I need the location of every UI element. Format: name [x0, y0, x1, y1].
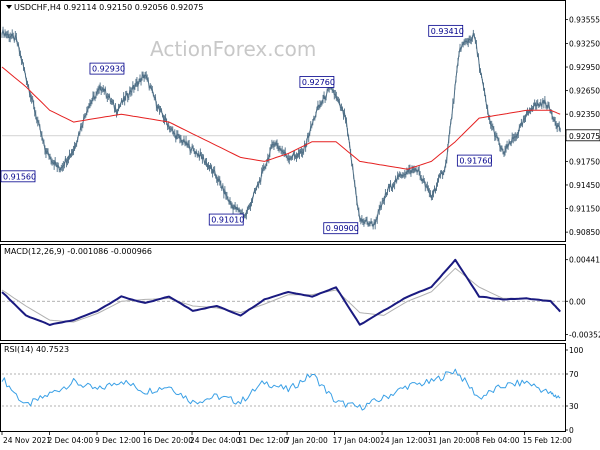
rsi-plot [1, 368, 565, 411]
macd-title: MACD(12,26,9) -0.001086 -0.000966 [4, 247, 152, 256]
main-ytick-label: 0.93250 [569, 39, 600, 48]
price-plot [1, 26, 561, 230]
price-annotation-box [428, 24, 464, 37]
x-tick-label: 8 Feb 04:00 [475, 436, 520, 445]
main-ytick-label: 0.90850 [569, 228, 600, 237]
main-title: USDCHF,H4 0.92114 0.92150 0.92056 0.9207… [14, 3, 203, 12]
price-annotation-label: 0.91010 [211, 216, 244, 225]
x-tick-label: 15 Feb 12:00 [523, 436, 572, 445]
price-annotation-box [299, 76, 335, 88]
x-tick-label: 24 Nov 2021 [3, 436, 51, 445]
x-tick-label: 31 Jan 20:00 [428, 436, 476, 445]
annotations-layer: 0.91560 0.92930 0.91010 0.92760 0.90900 0.934… [0, 24, 492, 235]
x-tick-label: 31 Dec 12:00 [238, 436, 289, 445]
macd-signal-line [1, 267, 561, 323]
price-annotation-label: 0.92760 [302, 78, 335, 87]
rsi-ytick-label: 100 [569, 346, 584, 355]
main-ytick-label: 0.91150 [569, 205, 600, 214]
current-price-label: 0.92075 [569, 132, 600, 141]
macd-ytick-label: 0.004412 [569, 256, 600, 265]
main-ytick-label: 0.92350 [569, 110, 600, 119]
main-ytick-label: 0.91750 [569, 157, 600, 166]
main-ytick-label: 0.92650 [569, 87, 600, 96]
x-tick-label: 9 Dec 12:00 [95, 436, 141, 445]
rsi-title: RSI(14) 40.7523 [4, 345, 69, 354]
macd-ytick-label: 0.00 [569, 297, 586, 306]
x-tick-label: 17 Jan 04:00 [333, 436, 381, 445]
main-ytick-label: 0.93555 [569, 15, 600, 24]
triangle-down-icon[interactable] [6, 5, 12, 9]
macd-line [1, 258, 561, 326]
rsi-ytick-label: 0 [569, 426, 574, 435]
price-annotation-box [456, 154, 492, 167]
macd-panel-frame [0, 244, 566, 341]
price-annotation-label: 0.92930 [92, 65, 125, 74]
x-tick-label: 7 Jan 20:00 [285, 436, 328, 445]
price-annotation-box [208, 213, 244, 226]
x-tick-label: 24 Dec 04:00 [190, 436, 241, 445]
price-annotation-label: 0.90900 [326, 224, 359, 233]
rsi-line [1, 368, 561, 411]
ma-line [1, 66, 561, 170]
y-axis-labels: 0.93555 0.93250 0.92950 0.92650 0.92350 0.917… [565, 15, 600, 435]
rsi-ytick-label: 30 [569, 402, 579, 411]
price-annotation-label: 0.91560 [3, 172, 36, 181]
price-annotation-box [89, 62, 125, 75]
rsi-panel-frame [0, 343, 566, 432]
main-ytick-label: 0.92950 [569, 63, 600, 72]
current-price-marker: 0.92075 [565, 129, 600, 142]
x-tick-label: 16 Dec 20:00 [143, 436, 194, 445]
price-annotation-box [323, 222, 359, 235]
macd-ytick-label: -0.003528 [569, 331, 600, 340]
main-panel-frame [0, 0, 566, 242]
watermark: ActionForex.com [150, 37, 316, 61]
main-ytick-label: 0.91450 [569, 181, 600, 190]
x-tick-label: 2 Dec 04:00 [48, 436, 94, 445]
price-annotation-label: 0.91760 [459, 157, 492, 166]
rsi-ytick-label: 70 [569, 370, 579, 379]
price-annotation-label: 0.93410 [431, 27, 464, 36]
x-tick-label: 24 Jan 12:00 [380, 436, 428, 445]
price-annotation-box [0, 170, 36, 183]
moving-average-plot [1, 66, 561, 170]
macd-plot [1, 258, 565, 326]
